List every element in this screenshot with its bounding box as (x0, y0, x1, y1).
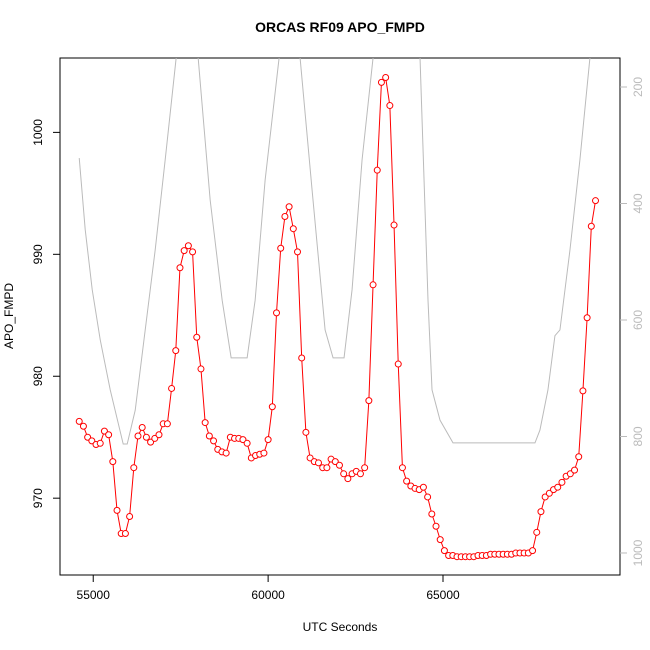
y-tick-label: 990 (31, 244, 45, 264)
data-point (533, 528, 541, 536)
x-tick-label: 55000 (77, 588, 111, 602)
y2-tick-label: 800 (631, 426, 645, 446)
data-point (323, 464, 331, 472)
data-point (75, 417, 83, 425)
data-point (289, 225, 297, 233)
data-point (121, 530, 129, 538)
data-point (587, 222, 595, 230)
y2-tick-label: 1000 (631, 539, 645, 566)
data-point (105, 431, 113, 439)
data-point (340, 470, 348, 478)
data-point (436, 536, 444, 544)
data-point (344, 475, 352, 483)
data-point (264, 436, 272, 444)
data-point (579, 387, 587, 395)
data-point (155, 431, 163, 439)
data-point (268, 403, 276, 411)
x-tick-label: 65000 (426, 588, 460, 602)
data-point (365, 397, 373, 405)
data-point (428, 510, 436, 518)
y-tick-label: 1000 (31, 119, 45, 146)
data-point (189, 248, 197, 256)
data-point (529, 547, 537, 555)
x-axis-label: UTC Seconds (303, 620, 378, 634)
data-point (361, 464, 369, 472)
data-point (184, 242, 192, 250)
data-point (79, 422, 87, 430)
data-point (377, 78, 385, 86)
data-point (243, 439, 251, 447)
data-point (394, 360, 402, 368)
data-point (356, 470, 364, 478)
data-point (168, 384, 176, 392)
data-point (260, 449, 268, 457)
data-point (197, 365, 205, 373)
y-axis-label: APO_FMPD (2, 283, 16, 349)
y2-line (78, 58, 591, 445)
data-point (113, 506, 121, 514)
data-point (419, 483, 427, 491)
data-point (386, 102, 394, 110)
data-point (403, 477, 411, 485)
data-point (382, 74, 390, 82)
data-point (592, 197, 600, 205)
data-point (558, 478, 566, 486)
data-point (537, 508, 545, 516)
data-point (554, 483, 562, 491)
data-point (440, 547, 448, 555)
data-point (222, 449, 230, 457)
y2-tick-label: 600 (631, 310, 645, 330)
data-point (138, 423, 146, 431)
data-point (314, 459, 322, 467)
data-point (583, 314, 591, 322)
data-point (281, 213, 289, 221)
plot-area (75, 58, 600, 561)
x-tick-label: 60000 (251, 588, 285, 602)
data-point (210, 437, 218, 445)
y-tick-label: 980 (31, 366, 45, 386)
data-point (96, 439, 104, 447)
data-point (126, 512, 134, 520)
data-point (369, 281, 377, 289)
data-point (130, 464, 138, 472)
data-point (193, 333, 201, 341)
data-point (134, 432, 142, 440)
data-point (176, 264, 184, 272)
data-point (142, 433, 150, 441)
data-point (432, 522, 440, 530)
data-point (398, 464, 406, 472)
y2-tick-label: 200 (631, 77, 645, 97)
data-point (172, 347, 180, 355)
plot-frame (59, 57, 621, 576)
data-point (277, 244, 285, 252)
data-point (285, 203, 293, 211)
data-point (109, 458, 117, 466)
data-point (575, 453, 583, 461)
y2-tick-label: 400 (631, 193, 645, 213)
data-point (201, 419, 209, 427)
data-point (163, 420, 171, 428)
data-point (294, 248, 302, 256)
data-point (273, 309, 281, 317)
y-tick-label: 970 (31, 488, 45, 508)
data-line (78, 76, 597, 558)
data-point (335, 461, 343, 469)
chart-title: ORCAS RF09 APO_FMPD (255, 19, 425, 35)
data-point (205, 432, 213, 440)
data-point (390, 221, 398, 229)
data-point (298, 354, 306, 362)
data-point (571, 466, 579, 474)
data-point (424, 493, 432, 501)
data-point (180, 247, 188, 255)
data-point (373, 166, 381, 174)
data-point (302, 428, 310, 436)
